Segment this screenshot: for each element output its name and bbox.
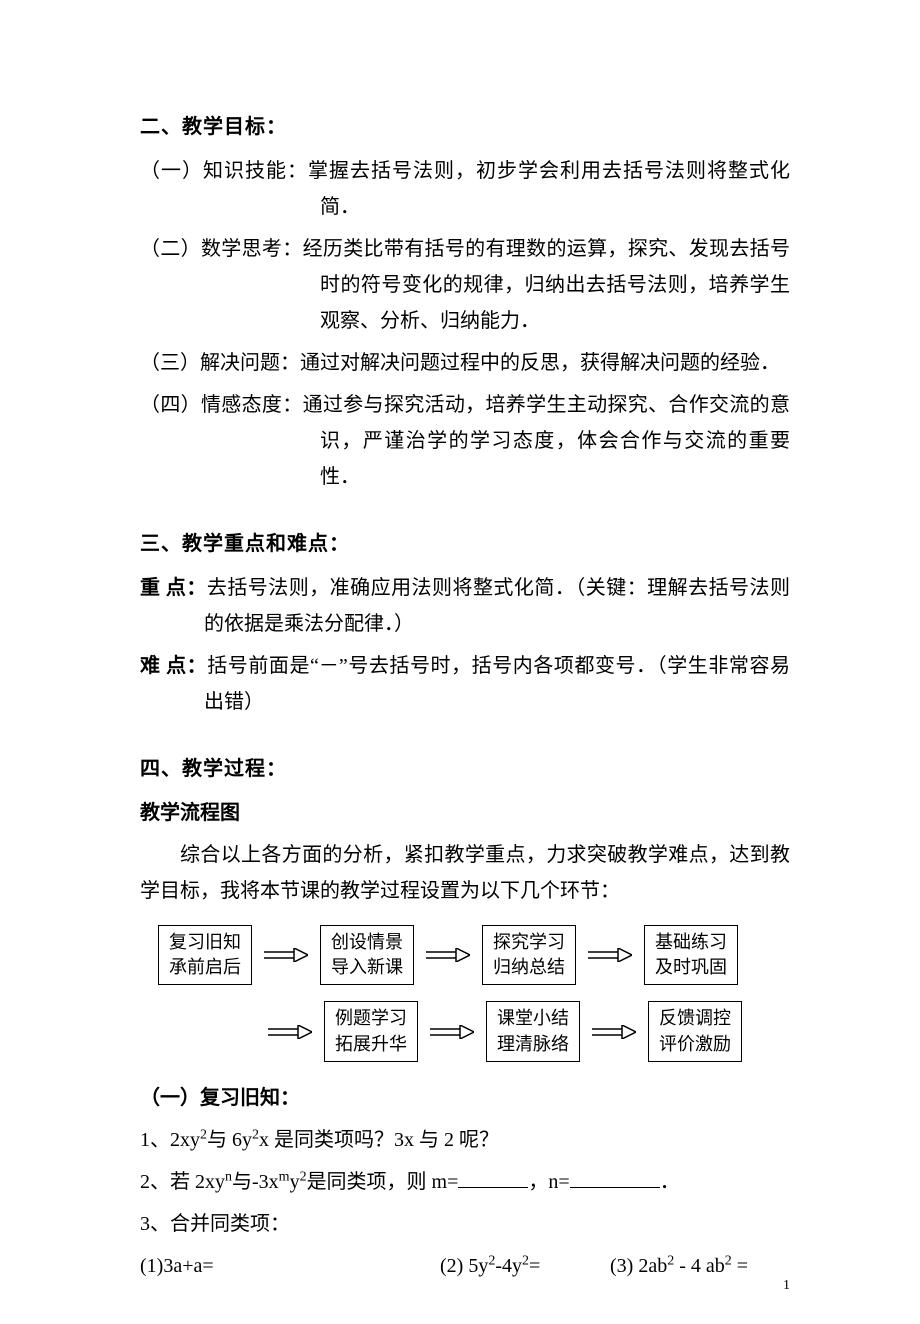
arrow-icon bbox=[264, 948, 308, 962]
arrow-icon bbox=[268, 1025, 312, 1039]
flow-box-3: 探究学习 归纳总结 bbox=[482, 925, 576, 985]
sec3-diff-text: 括号前面是“－”号去括号时，括号内各项都变号．（学生非常容易出错） bbox=[204, 655, 790, 713]
q2-part-a: 2、若 2xy bbox=[140, 1171, 225, 1193]
sec3-key-text: 去括号法则，准确应用法则将整式化简．（关键：理解去括号法则的依据是乘法分配律．） bbox=[204, 577, 790, 635]
q2-part-b: 与-3x bbox=[232, 1171, 279, 1193]
q3-sub1: (1)3a+a= bbox=[140, 1248, 440, 1284]
flow-row-1: 复习旧知 承前启后 创设情景 导入新课 探究学习 归纳总结 基础练习 及时巩固 bbox=[158, 925, 790, 985]
review-q2: 2、若 2xyn与-3xmy2是同类项，则 m=，n=． bbox=[140, 1164, 790, 1200]
q2-part-d: 是同类项，则 m= bbox=[307, 1171, 459, 1193]
q2-part-f: ． bbox=[660, 1171, 680, 1193]
q3-2a: (2) 5y bbox=[440, 1255, 488, 1277]
arrow-icon bbox=[592, 1025, 636, 1039]
q1-part-c: x 是同类项吗？3x 与 2 呢？ bbox=[259, 1129, 499, 1151]
flow-heading: 教学流程图 bbox=[140, 795, 790, 831]
arrow-icon bbox=[426, 948, 470, 962]
arrow-icon bbox=[588, 948, 632, 962]
q3-sub2: (2) 5y2-4y2= bbox=[440, 1248, 610, 1284]
flow-box-7: 反馈调控 评价激励 bbox=[648, 1001, 742, 1061]
q3-2c: = bbox=[529, 1255, 540, 1277]
sec3-diff-label: 难 点： bbox=[140, 655, 207, 677]
sec3-heading: 三、教学重点和难点： bbox=[140, 527, 790, 556]
review-q1: 1、2xy2与 6y2x 是同类项吗？3x 与 2 呢？ bbox=[140, 1122, 790, 1158]
q1-part-b: 与 6y bbox=[207, 1129, 252, 1151]
q3-3c: = bbox=[732, 1255, 748, 1277]
sec2-item-4: （四）情感态度：通过参与探究活动，培养学生主动探究、合作交流的意识，严谨治学的学… bbox=[140, 387, 790, 495]
sec2-item-2: （二）数学思考：经历类比带有括号的有理数的运算，探究、发现去括号时的符号变化的规… bbox=[140, 231, 790, 339]
sec2-heading: 二、教学目标： bbox=[140, 110, 790, 139]
q1-part-a: 1、2xy bbox=[140, 1129, 200, 1151]
q3-2b: -4y bbox=[495, 1255, 522, 1277]
sec3-diff: 难 点：括号前面是“－”号去括号时，括号内各项都变号．（学生非常容易出错） bbox=[140, 648, 790, 720]
q2-part-c: y bbox=[290, 1171, 300, 1193]
sec2-item-1: （一）知识技能：掌握去括号法则，初步学会利用去括号法则将整式化简． bbox=[140, 153, 790, 225]
review-q3-row: (1)3a+a= (2) 5y2-4y2= (3) 2ab2 - 4 ab2 = bbox=[140, 1248, 790, 1284]
blank-m bbox=[458, 1167, 528, 1188]
sec2-item-3: （三）解决问题：通过对解决问题过程中的反思，获得解决问题的经验． bbox=[140, 345, 790, 381]
sec4-intro: 综合以上各方面的分析，紧扣教学重点，力求突破教学难点，达到教学目标，我将本节课的… bbox=[140, 837, 790, 909]
arrow-icon bbox=[430, 1025, 474, 1039]
sec3-key-label: 重 点： bbox=[140, 577, 207, 599]
q3-sub3: (3) 2ab2 - 4 ab2 = bbox=[610, 1248, 790, 1284]
flow-box-4: 基础练习 及时巩固 bbox=[644, 925, 738, 985]
review-heading: （一）复习旧知： bbox=[140, 1080, 790, 1116]
flow-box-5: 例题学习 拓展升华 bbox=[324, 1001, 418, 1061]
sec4-heading: 四、教学过程： bbox=[140, 752, 790, 781]
flow-box-2: 创设情景 导入新课 bbox=[320, 925, 414, 985]
blank-n bbox=[570, 1167, 660, 1188]
flow-row-2: 例题学习 拓展升华 课堂小结 理清脉络 反馈调控 评价激励 bbox=[268, 1001, 790, 1061]
q2-part-e: ，n= bbox=[528, 1171, 569, 1193]
flow-box-1: 复习旧知 承前启后 bbox=[158, 925, 252, 985]
q3-3a: (3) 2ab bbox=[610, 1255, 667, 1277]
review-q3: 3、合并同类项： bbox=[140, 1206, 790, 1242]
sec3-key: 重 点：去括号法则，准确应用法则将整式化简．（关键：理解去括号法则的依据是乘法分… bbox=[140, 570, 790, 642]
flow-box-6: 课堂小结 理清脉络 bbox=[486, 1001, 580, 1061]
page-number: 1 bbox=[783, 1278, 790, 1294]
q3-3b: - 4 ab bbox=[674, 1255, 725, 1277]
